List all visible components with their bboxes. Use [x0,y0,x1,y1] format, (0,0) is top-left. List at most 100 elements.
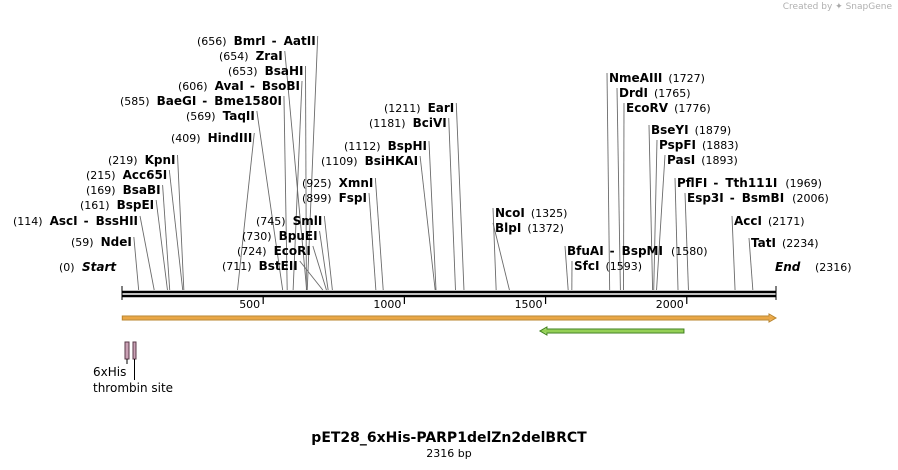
leader-pasi [656,154,666,291]
site-pasi[interactable]: PasI (1893) [667,153,738,167]
enzyme-name[interactable]: BsaHI [265,64,304,78]
site-bcivi[interactable]: (1181) BciVI [369,116,447,130]
enzyme-name-alt[interactable]: BsmBI [742,191,784,205]
site-ncoi[interactable]: NcoI (1325) [495,206,567,220]
site-sfci[interactable]: SfcI (1593) [574,259,642,273]
enzyme-name[interactable]: AvaI [215,79,244,93]
site-eari[interactable]: (1211) EarI [384,101,454,115]
site-fspi[interactable]: (899) FspI [302,191,367,205]
site-labels[interactable]: (656) BmrI - AatII(654) ZraI(653) BsaHI(606) A… [13,34,829,273]
enzyme-name[interactable]: EarI [428,101,455,115]
enzyme-name-alt[interactable]: Tth111I [725,176,777,190]
site-drdi[interactable]: DrdI (1765) [619,86,691,100]
enzyme-name[interactable]: AccI [734,214,762,228]
site-ecorv[interactable]: EcoRV (1776) [626,101,711,115]
enzyme-name[interactable]: Esp3I [687,191,724,205]
site-pspfi[interactable]: PspFI (1883) [659,138,739,152]
site-acc65i[interactable]: (215) Acc65I [86,168,167,182]
start-label: Start [82,260,117,274]
enzyme-name[interactable]: SfcI [574,259,599,273]
enzyme-name[interactable]: BspHI [388,139,427,153]
site-smli[interactable]: (745) SmlI [256,214,322,228]
enzyme-name[interactable]: PasI [667,153,695,167]
site-ndei[interactable]: (59) NdeI [71,235,132,249]
site-baegi[interactable]: (585) BaeGI - Bme1580I [120,94,282,108]
site-avai[interactable]: (606) AvaI - BsoBI [178,79,300,93]
enzyme-name[interactable]: EcoRI [274,244,311,258]
enzyme-name[interactable]: BciVI [413,116,447,130]
site-position: (2006) [792,192,829,205]
enzyme-name[interactable]: BsaBI [123,183,161,197]
his-tag-box[interactable] [124,341,130,360]
enzyme-name[interactable]: BfuAI [567,244,604,258]
feature-orange-orf[interactable] [121,313,778,323]
site-bsphi[interactable]: (1112) BspHI [344,139,427,153]
thrombin-site-box[interactable] [132,341,137,360]
enzyme-name-alt[interactable]: Bme1580I [214,94,282,108]
enzyme-name[interactable]: BlpI [495,221,521,235]
features-track[interactable] [121,313,778,336]
enzyme-name-alt[interactable]: BsoBI [262,79,300,93]
enzyme-name[interactable]: BaeGI [157,94,197,108]
ruler: 500 1000 1500 2000 [239,297,688,311]
site-tati[interactable]: TatI (2234) [751,236,819,250]
site-bsahi[interactable]: (653) BsaHI [228,64,304,78]
enzyme-name[interactable]: BspEI [117,198,155,212]
site-blpi[interactable]: BlpI (1372) [495,221,564,235]
enzyme-name-alt[interactable]: AatII [284,34,316,48]
site-bseyi[interactable]: BseYI (1879) [651,123,731,137]
site-xmni[interactable]: (925) XmnI [302,176,373,190]
enzyme-name[interactable]: PflFI [677,176,707,190]
site-position: (219) [108,154,138,167]
thrombin-site-feature[interactable] [132,341,137,380]
enzyme-name[interactable]: TaqII [223,109,255,123]
site-bsihkai[interactable]: (1109) BsiHKAI [321,154,418,168]
enzyme-name[interactable]: KpnI [145,153,176,167]
enzyme-name[interactable]: BseYI [651,123,689,137]
leader-bsihkai [419,155,436,291]
enzyme-name[interactable]: ZraI [256,49,283,63]
enzyme-name[interactable]: BpuEI [279,229,318,243]
enzyme-name[interactable]: EcoRV [626,101,669,115]
site-ecori[interactable]: (724) EcoRI [237,244,311,258]
enzyme-name[interactable]: NdeI [101,235,132,249]
site-taqii[interactable]: (569) TaqII [186,109,255,123]
site-asci[interactable]: (114) AscI - BssHII [13,214,138,228]
enzyme-name[interactable]: HindIII [208,131,253,145]
enzyme-name[interactable]: BmrI [234,34,266,48]
site-acci[interactable]: AccI (2171) [734,214,805,228]
site-bspei[interactable]: (161) BspEI [80,198,154,212]
site-position: (1765) [654,87,691,100]
his-tag-feature[interactable] [124,341,130,364]
site-position: (724) [237,245,267,258]
site-position: (1112) [344,140,381,153]
enzyme-name-alt[interactable]: BspMI [622,244,663,258]
enzyme-name[interactable]: Acc65I [123,168,168,182]
enzyme-name[interactable]: TatI [751,236,776,250]
enzyme-name-alt[interactable]: BssHII [96,214,138,228]
site-esp3i[interactable]: Esp3I - BsmBI (2006) [687,191,829,205]
enzyme-name[interactable]: BstEII [259,259,298,273]
enzyme-name[interactable]: FspI [339,191,367,205]
site-bmri[interactable]: (656) BmrI - AatII [197,34,316,48]
site-bpuei[interactable]: (730) BpuEI [242,229,318,243]
site-pflfi[interactable]: PflFI - Tth111I (1969) [677,176,822,190]
site-nmeaiii[interactable]: NmeAIII (1727) [609,71,705,85]
site-hindiii[interactable]: (409) HindIII [171,131,252,145]
enzyme-name[interactable]: SmlI [293,214,323,228]
enzyme-name[interactable]: BsiHKAI [365,154,419,168]
site-zrai[interactable]: (654) ZraI [219,49,283,63]
enzyme-name[interactable]: NmeAIII [609,71,662,85]
site-bsabi[interactable]: (169) BsaBI [86,183,161,197]
site-kpni[interactable]: (219) KpnI [108,153,176,167]
enzyme-name[interactable]: XmnI [339,176,374,190]
enzyme-name[interactable]: AscI [50,214,78,228]
enzyme-name[interactable]: DrdI [619,86,648,100]
enzyme-name[interactable]: PspFI [659,138,696,152]
feature-green-feature[interactable] [538,326,685,336]
site-position: (2171) [768,215,805,228]
site-bsteii[interactable]: (711) BstEII [222,259,298,273]
enzyme-name[interactable]: NcoI [495,206,525,220]
site-bfuai[interactable]: BfuAI - BspMI (1580) [567,244,708,258]
